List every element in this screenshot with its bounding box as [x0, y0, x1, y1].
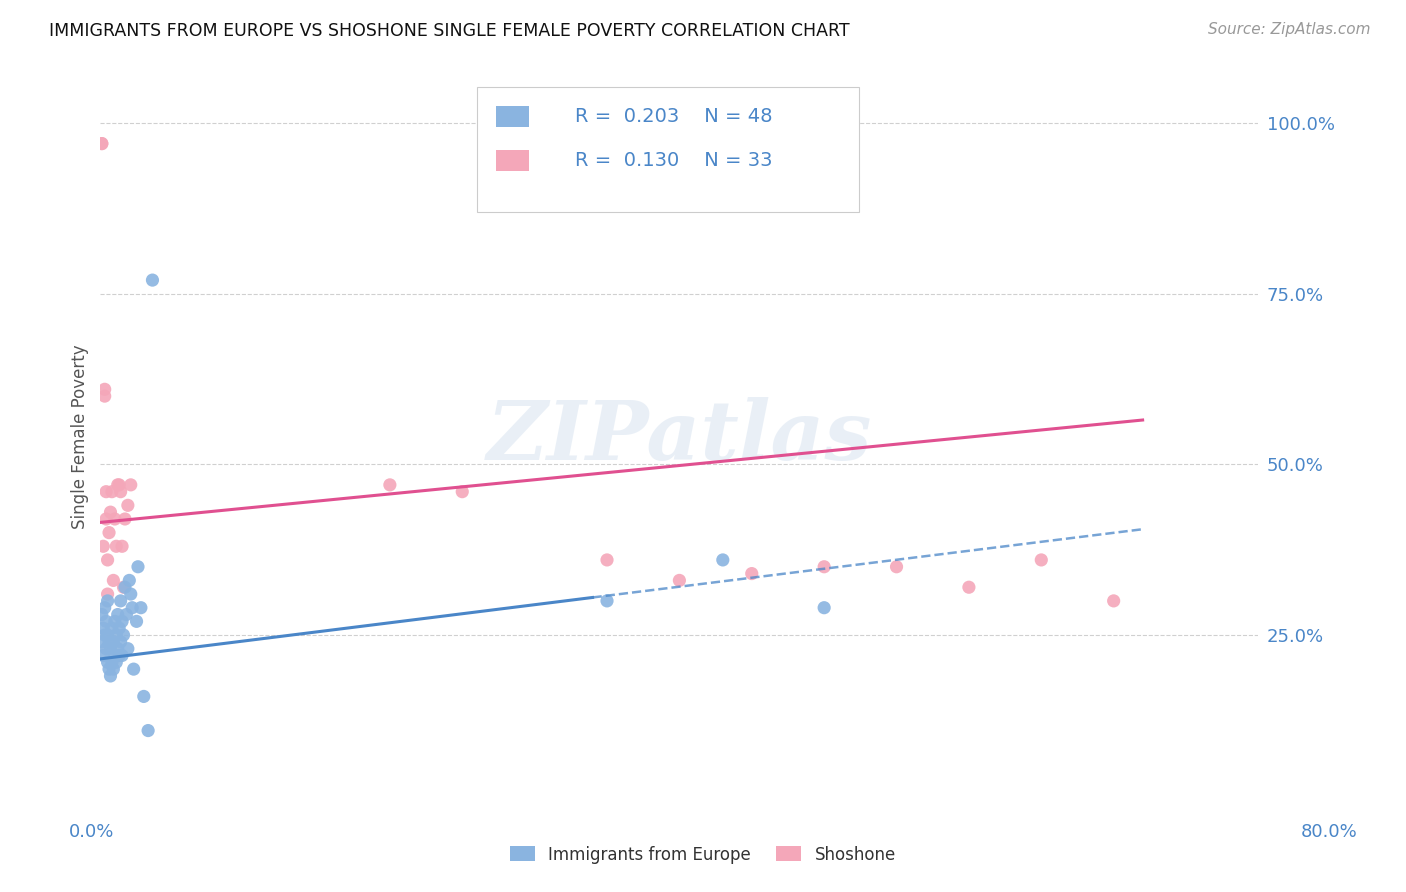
- Point: [108, 478, 131, 492]
- Text: R =  0.203    N = 48: R = 0.203 N = 48: [575, 107, 773, 126]
- Point: [125, 615, 148, 629]
- Point: [886, 559, 908, 574]
- FancyBboxPatch shape: [477, 87, 859, 212]
- Text: ZIPatlas: ZIPatlas: [486, 397, 872, 477]
- Point: [451, 484, 474, 499]
- Point: [105, 656, 128, 670]
- Point: [94, 484, 117, 499]
- Point: [114, 580, 136, 594]
- Point: [90, 136, 112, 151]
- Point: [94, 512, 117, 526]
- Point: [596, 594, 619, 608]
- Point: [107, 607, 129, 622]
- Y-axis label: Single Female Poverty: Single Female Poverty: [72, 345, 89, 529]
- Point: [100, 505, 122, 519]
- Point: [378, 478, 401, 492]
- Point: [98, 635, 121, 649]
- Point: [121, 600, 143, 615]
- Point: [97, 628, 120, 642]
- Text: 80.0%: 80.0%: [1301, 822, 1357, 840]
- Point: [104, 648, 127, 663]
- Point: [132, 690, 155, 704]
- Point: [813, 600, 835, 615]
- Point: [110, 484, 132, 499]
- Point: [103, 662, 125, 676]
- Point: [103, 635, 125, 649]
- Point: [122, 662, 145, 676]
- Point: [117, 499, 139, 513]
- Point: [97, 587, 120, 601]
- Point: [101, 484, 124, 499]
- Point: [120, 478, 142, 492]
- Point: [105, 628, 128, 642]
- Text: R =  0.130    N = 33: R = 0.130 N = 33: [575, 151, 773, 170]
- Point: [94, 641, 117, 656]
- Point: [111, 615, 134, 629]
- Point: [110, 594, 132, 608]
- Point: [91, 648, 114, 663]
- Text: 0.0%: 0.0%: [69, 822, 114, 840]
- Point: [107, 641, 129, 656]
- Point: [91, 621, 114, 635]
- Point: [668, 574, 690, 588]
- Point: [108, 621, 131, 635]
- Point: [98, 525, 121, 540]
- Point: [596, 553, 619, 567]
- Point: [136, 723, 159, 738]
- Point: [711, 553, 734, 567]
- Point: [1102, 594, 1125, 608]
- Point: [1031, 553, 1053, 567]
- Point: [91, 539, 114, 553]
- Point: [93, 382, 115, 396]
- Point: [97, 656, 120, 670]
- Point: [741, 566, 763, 581]
- Point: [111, 539, 134, 553]
- Point: [115, 607, 138, 622]
- Point: [97, 553, 120, 567]
- Point: [90, 607, 112, 622]
- Point: [110, 635, 132, 649]
- Point: [118, 574, 141, 588]
- Legend: Immigrants from Europe, Shoshone: Immigrants from Europe, Shoshone: [503, 839, 903, 871]
- Point: [93, 600, 115, 615]
- Point: [104, 615, 127, 629]
- Point: [108, 648, 131, 663]
- Point: [107, 478, 129, 492]
- FancyBboxPatch shape: [496, 151, 529, 171]
- Point: [103, 574, 125, 588]
- FancyBboxPatch shape: [496, 106, 529, 127]
- Text: IMMIGRANTS FROM EUROPE VS SHOSHONE SINGLE FEMALE POVERTY CORRELATION CHART: IMMIGRANTS FROM EUROPE VS SHOSHONE SINGL…: [49, 22, 849, 40]
- Point: [98, 662, 121, 676]
- Point: [101, 621, 124, 635]
- Point: [90, 136, 112, 151]
- Point: [104, 512, 127, 526]
- Point: [120, 587, 142, 601]
- Point: [112, 628, 135, 642]
- Point: [94, 615, 117, 629]
- Point: [105, 539, 128, 553]
- Point: [97, 594, 120, 608]
- Point: [100, 641, 122, 656]
- Point: [141, 273, 163, 287]
- Point: [100, 669, 122, 683]
- Point: [93, 389, 115, 403]
- Point: [114, 512, 136, 526]
- Point: [112, 580, 135, 594]
- Point: [129, 600, 152, 615]
- Point: [813, 559, 835, 574]
- Point: [90, 635, 112, 649]
- Point: [111, 648, 134, 663]
- Point: [117, 641, 139, 656]
- Point: [127, 559, 149, 574]
- Point: [93, 628, 115, 642]
- Point: [957, 580, 980, 594]
- Text: Source: ZipAtlas.com: Source: ZipAtlas.com: [1208, 22, 1371, 37]
- Point: [101, 656, 124, 670]
